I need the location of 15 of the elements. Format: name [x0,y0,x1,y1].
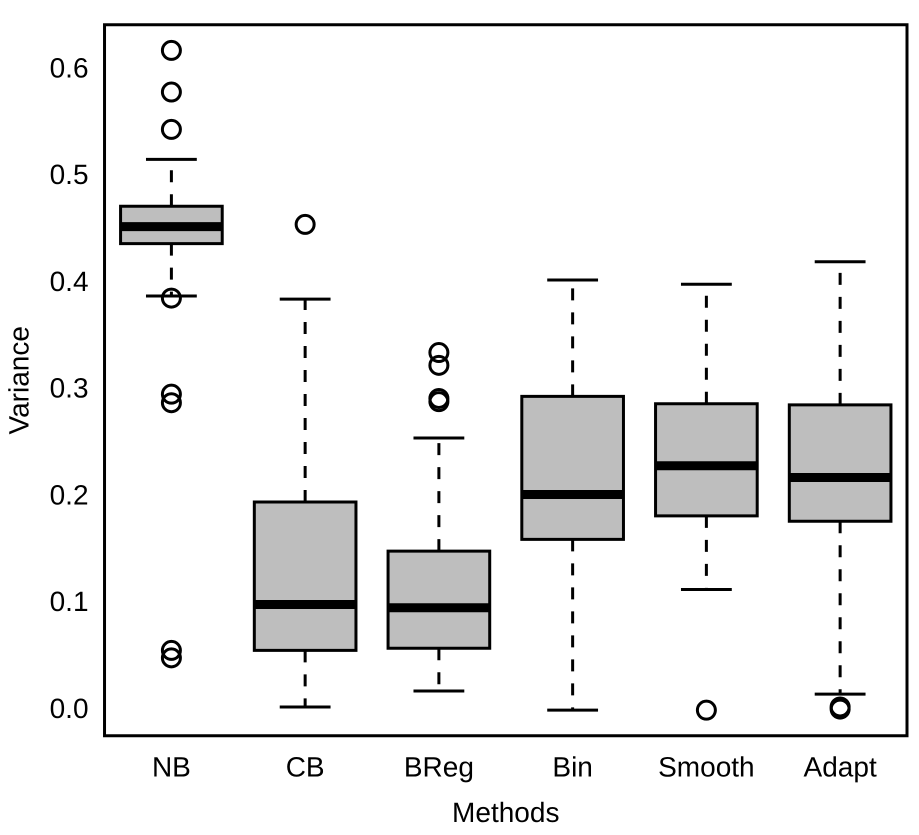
x-tick-label: NB [152,751,191,782]
y-tick-label: 0.2 [50,479,89,510]
y-axis-title: Variance [4,326,35,435]
y-tick-label: 0.0 [50,692,89,724]
y-tick-label: 0.5 [50,159,89,190]
x-axis-title: Methods [452,796,560,828]
y-tick-label: 0.6 [50,52,89,84]
x-tick-label: Smooth [658,751,755,782]
y-tick-label: 0.3 [50,372,89,404]
x-tick-label: Adapt [804,751,877,782]
y-tick-label: 0.4 [50,266,89,297]
y-tick-label: 0.1 [50,586,89,618]
x-tick-label: Bin [552,751,593,782]
x-tick-label: BReg [404,751,474,782]
x-tick-label: CB [286,751,325,782]
